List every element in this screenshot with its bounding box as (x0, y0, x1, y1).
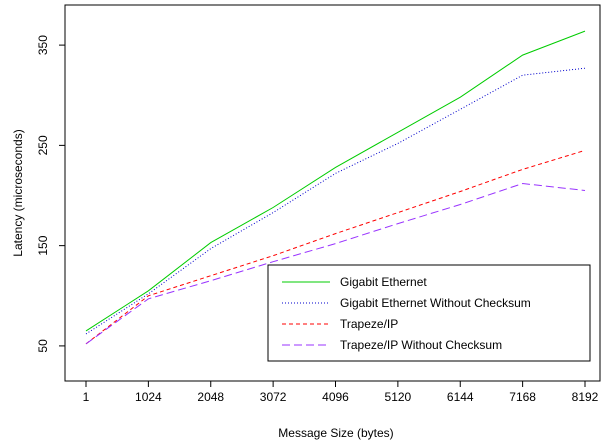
series-lines (85, 30, 586, 345)
x-tick-label: 4096 (322, 390, 349, 404)
series-line-3 (85, 149, 586, 345)
legend-label-3: Trapeze/IP (340, 317, 398, 331)
y-tick-label: 50 (36, 339, 50, 353)
x-tick-label: 6144 (447, 390, 474, 404)
x-axis: 1 1024 2048 3072 4096 5120 6144 7168 8192 (83, 381, 599, 404)
series-line-2 (85, 67, 586, 335)
x-tick-label: 8192 (572, 390, 599, 404)
legend-label-2: Gigabit Ethernet Without Checksum (340, 296, 531, 310)
series-line-1 (85, 30, 586, 332)
legend: Gigabit Ethernet Gigabit Ethernet Without… (267, 264, 591, 362)
y-axis-title: Latency (microseconds) (11, 129, 25, 256)
legend-label-1: Gigabit Ethernet (340, 275, 427, 289)
x-tick-label: 7168 (509, 390, 536, 404)
x-axis-title: Message Size (bytes) (278, 426, 393, 440)
x-tick-label: 1024 (135, 390, 162, 404)
legend-label-4: Trapeze/IP Without Checksum (340, 338, 502, 352)
y-tick-label: 350 (36, 35, 50, 55)
y-tick-label: 250 (36, 135, 50, 155)
x-tick-label: 2048 (197, 390, 224, 404)
plot-frame (64, 4, 601, 382)
x-tick-label: 3072 (260, 390, 287, 404)
x-tick-label: 1 (83, 390, 90, 404)
x-tick-label: 5120 (385, 390, 412, 404)
series-line-4 (85, 182, 586, 345)
y-tick-label: 150 (36, 235, 50, 255)
y-axis: 50 150 250 350 (36, 35, 65, 353)
